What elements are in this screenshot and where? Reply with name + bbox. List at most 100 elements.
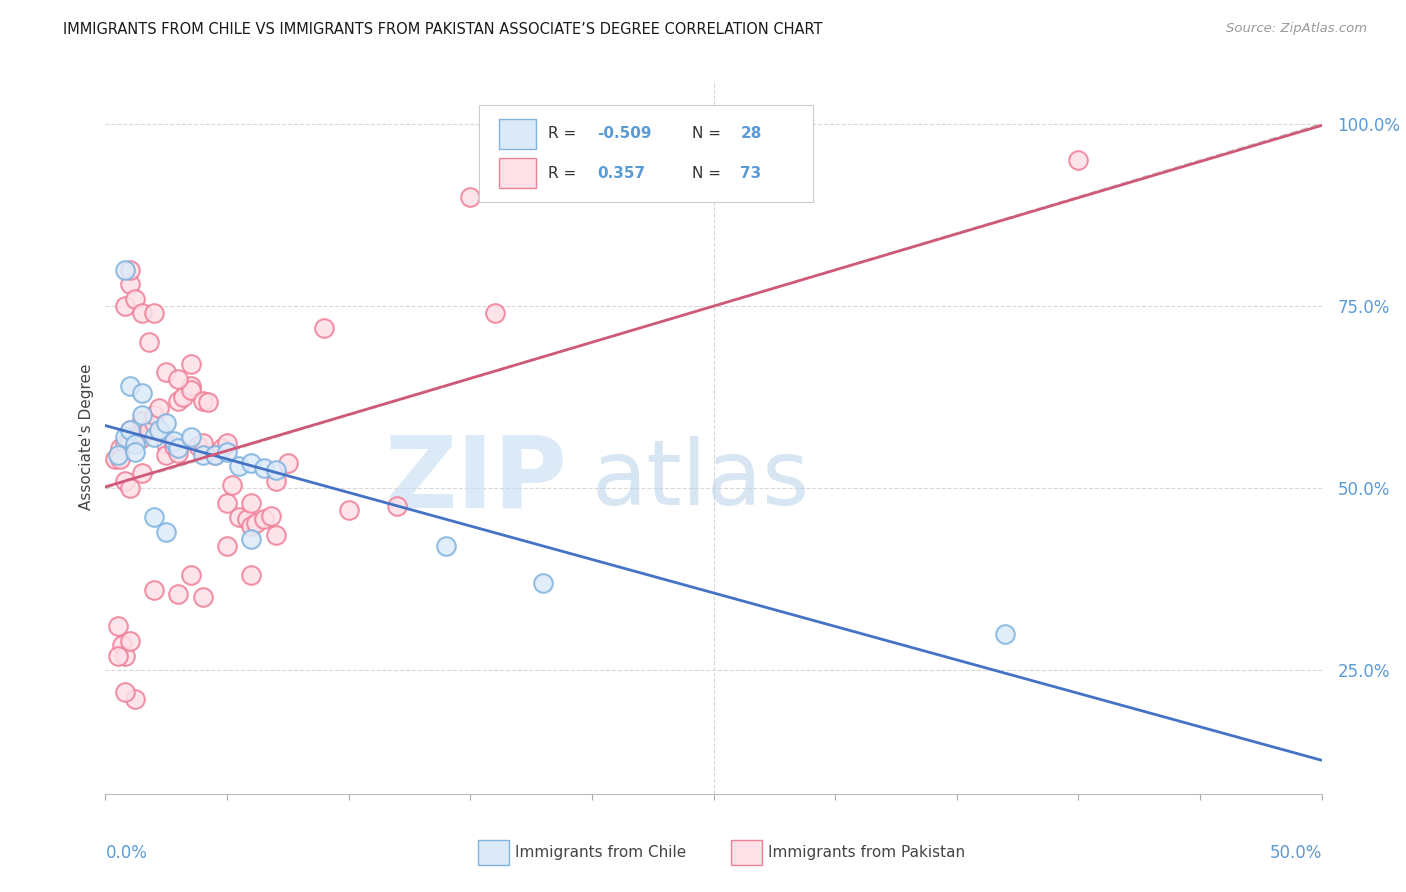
Text: Immigrants from Chile: Immigrants from Chile xyxy=(515,846,686,860)
Point xyxy=(180,430,202,444)
Text: Source: ZipAtlas.com: Source: ZipAtlas.com xyxy=(1226,22,1367,36)
Point xyxy=(131,386,153,401)
Point xyxy=(167,393,190,408)
Point xyxy=(180,568,202,582)
Text: Immigrants from Pakistan: Immigrants from Pakistan xyxy=(768,846,965,860)
Point xyxy=(191,436,214,450)
Point xyxy=(124,692,146,706)
Point xyxy=(240,456,263,470)
Point xyxy=(118,423,141,437)
Point xyxy=(235,511,257,525)
Point xyxy=(180,379,202,393)
Text: 28: 28 xyxy=(741,127,762,141)
Point xyxy=(148,423,170,437)
Point xyxy=(118,634,141,648)
FancyBboxPatch shape xyxy=(479,105,813,202)
Point xyxy=(260,508,283,523)
Point xyxy=(387,500,409,514)
Point xyxy=(458,190,481,204)
Point xyxy=(143,582,166,597)
Point xyxy=(107,619,129,633)
Text: 0.0%: 0.0% xyxy=(105,844,148,862)
Text: atlas: atlas xyxy=(592,436,810,524)
Point xyxy=(118,277,141,292)
Point xyxy=(197,395,219,409)
Point xyxy=(138,335,160,350)
Point xyxy=(240,532,263,546)
Point xyxy=(167,441,190,455)
Point xyxy=(143,409,166,423)
Point xyxy=(162,439,184,453)
Point xyxy=(191,393,214,408)
Point xyxy=(104,451,127,466)
Point xyxy=(277,456,299,470)
Text: 50.0%: 50.0% xyxy=(1270,844,1322,862)
Point xyxy=(531,575,554,590)
Point xyxy=(131,414,153,428)
Point xyxy=(118,481,141,495)
Point xyxy=(114,648,136,663)
Point xyxy=(240,568,263,582)
Point xyxy=(138,423,160,437)
Point xyxy=(143,510,166,524)
Point xyxy=(114,299,136,313)
Point xyxy=(217,444,239,458)
Point xyxy=(217,495,239,509)
Text: R =: R = xyxy=(548,127,581,141)
Point xyxy=(252,511,274,525)
Point xyxy=(131,426,153,441)
Point xyxy=(172,390,194,404)
Point xyxy=(211,441,233,455)
Point xyxy=(264,528,287,542)
Point xyxy=(167,446,190,460)
Point xyxy=(314,321,336,335)
Point xyxy=(124,444,146,458)
Point xyxy=(118,423,141,437)
Point xyxy=(204,448,226,462)
Point xyxy=(114,430,136,444)
Point xyxy=(155,365,177,379)
Text: N =: N = xyxy=(692,166,725,180)
Y-axis label: Associate's Degree: Associate's Degree xyxy=(79,364,94,510)
Point xyxy=(124,437,146,451)
Text: 0.357: 0.357 xyxy=(596,166,645,180)
Point xyxy=(107,448,129,462)
Point xyxy=(221,478,243,492)
Point xyxy=(264,463,287,477)
Point xyxy=(264,474,287,488)
Point xyxy=(155,437,177,451)
Point xyxy=(118,379,141,393)
Point xyxy=(191,591,214,605)
Point xyxy=(114,685,136,699)
Point xyxy=(252,460,274,475)
Bar xyxy=(499,119,536,149)
Point xyxy=(155,416,177,430)
Point xyxy=(124,292,146,306)
Point xyxy=(114,474,136,488)
Text: R =: R = xyxy=(548,166,581,180)
Point xyxy=(167,587,190,601)
Point xyxy=(337,503,360,517)
Point xyxy=(131,467,153,481)
Point xyxy=(143,430,166,444)
Point xyxy=(167,372,190,386)
Point xyxy=(143,306,166,320)
Point xyxy=(108,441,131,455)
Point xyxy=(240,519,263,533)
Point xyxy=(994,626,1017,640)
Point xyxy=(245,516,267,530)
Point xyxy=(114,437,136,451)
Text: IMMIGRANTS FROM CHILE VS IMMIGRANTS FROM PAKISTAN ASSOCIATE’S DEGREE CORRELATION: IMMIGRANTS FROM CHILE VS IMMIGRANTS FROM… xyxy=(63,22,823,37)
Point xyxy=(107,648,129,663)
Point xyxy=(191,448,214,462)
Point xyxy=(162,434,184,448)
Point xyxy=(228,510,250,524)
Point xyxy=(131,306,153,320)
Point xyxy=(131,409,153,423)
Point xyxy=(217,539,239,553)
Point xyxy=(228,459,250,474)
Point xyxy=(434,539,457,553)
Text: -0.509: -0.509 xyxy=(596,127,651,141)
Point xyxy=(187,439,209,453)
Bar xyxy=(499,158,536,188)
